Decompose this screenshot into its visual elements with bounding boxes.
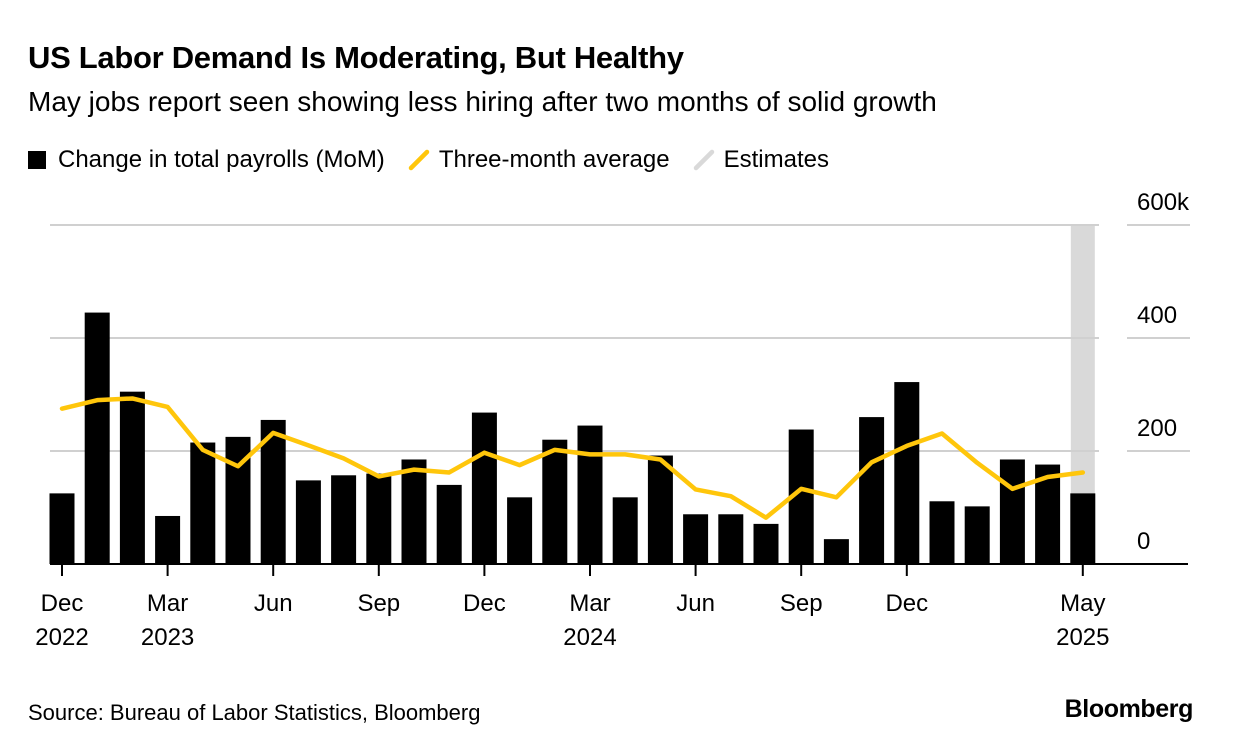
estimate-swatch-icon	[693, 149, 714, 171]
payroll-bar	[753, 523, 779, 564]
x-tick-label-month: Dec	[885, 590, 928, 617]
legend-label-payrolls: Change in total payrolls (MoM)	[58, 146, 385, 173]
y-tick-label: 400	[1137, 302, 1177, 329]
payroll-bar	[647, 455, 673, 564]
payroll-bar	[683, 514, 709, 564]
payroll-bar	[1070, 493, 1096, 564]
legend-item-payrolls: Change in total payrolls (MoM)	[28, 146, 385, 174]
bloomberg-logo: Bloomberg	[1064, 695, 1194, 723]
payroll-bar	[929, 501, 955, 564]
x-tick-label-month: Dec	[463, 590, 506, 617]
payroll-bar	[84, 312, 110, 564]
y-tick-label: 600k	[1137, 189, 1190, 216]
x-tick-label-year: 2025	[1056, 624, 1109, 651]
payroll-bar	[577, 425, 603, 564]
payroll-bar	[49, 493, 75, 564]
payroll-bar	[718, 514, 744, 564]
payroll-bar	[119, 391, 145, 564]
payroll-bar	[471, 412, 497, 564]
x-tick-label-year: 2023	[141, 624, 194, 651]
payroll-bar	[612, 497, 638, 564]
payrolls-chart: 0 200 400 600k Dec 2022 Mar 2023 Jun Sep Dec Mar 202…	[35, 189, 1190, 651]
legend: Change in total payrolls (MoM) Three-mon…	[28, 146, 851, 174]
payroll-bar	[859, 417, 885, 564]
payroll-bar	[894, 382, 920, 564]
x-tick-label-month: Jun	[676, 590, 715, 617]
legend-label-estimates: Estimates	[723, 146, 829, 173]
payroll-bar	[190, 442, 216, 564]
legend-item-estimates: Estimates	[692, 146, 829, 174]
x-tick-label-month: Sep	[780, 590, 823, 617]
x-tick-label-month: Mar	[569, 590, 610, 617]
chart-title: US Labor Demand Is Moderating, But Healt…	[28, 40, 684, 75]
chart-subtitle: May jobs report seen showing less hiring…	[28, 86, 937, 117]
payroll-bar	[964, 506, 990, 564]
line-swatch-icon	[408, 149, 430, 171]
y-tick-label: 200	[1137, 415, 1177, 442]
payroll-bar	[331, 475, 357, 564]
x-tick-label-month: Mar	[147, 590, 188, 617]
payroll-bar	[436, 484, 462, 564]
legend-item-average: Three-month average	[407, 146, 670, 174]
x-tick-label-month: Jun	[254, 590, 293, 617]
payroll-bar	[155, 515, 181, 564]
payroll-bar	[999, 459, 1025, 564]
payroll-bar	[260, 419, 286, 564]
payroll-bar	[295, 480, 321, 564]
bar-swatch-icon	[28, 151, 46, 169]
y-tick-label: 0	[1137, 528, 1150, 555]
x-tick-label-month: Dec	[41, 590, 84, 617]
three-month-average-line	[59, 396, 1086, 520]
legend-label-average: Three-month average	[438, 146, 670, 173]
x-tick-label-year: 2022	[35, 624, 88, 651]
x-tick-label-month: Sep	[357, 590, 400, 617]
x-tick-label-month: May	[1060, 590, 1105, 617]
payroll-bar	[542, 439, 568, 564]
payroll-bar	[366, 473, 392, 564]
payroll-bar	[823, 539, 849, 564]
payroll-bar	[507, 497, 533, 564]
payroll-bar	[401, 459, 427, 564]
source-note: Source: Bureau of Labor Statistics, Bloo…	[28, 700, 481, 725]
x-tick-label-year: 2024	[563, 624, 616, 651]
